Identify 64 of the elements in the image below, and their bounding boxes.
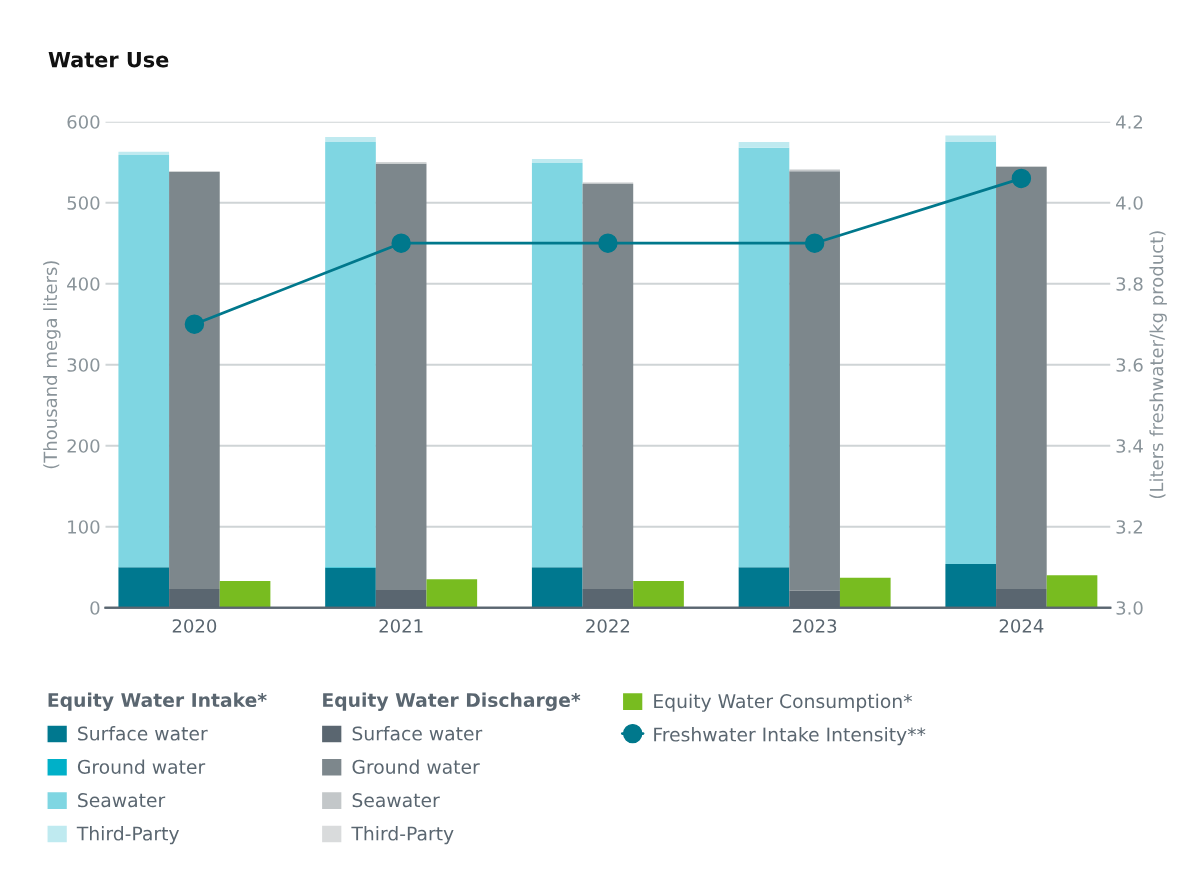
bar [531,163,583,568]
bar [789,171,840,591]
y-tick-label: 100 [68,520,100,534]
text: Equity Water Discharge* [323,692,581,711]
bar [325,568,376,608]
bar [945,135,997,142]
legend-label: Seawater [352,793,440,808]
bar [375,163,427,590]
y-tick-label: 0 [90,601,100,615]
y2-axis-title: (Liters freshwater/kg product) [1149,231,1167,499]
bar [219,580,271,608]
bar [118,567,170,608]
bar [426,579,478,608]
legend-label: Equity Water Consumption* [654,693,913,712]
legend-label: Surface water [352,726,483,741]
bar [945,141,997,564]
y-tick-label: 600 [67,115,100,129]
point [598,233,618,253]
x-tick-label: 2021 [379,619,423,633]
bar [996,167,1047,590]
legend-label: Surface water [78,726,208,741]
bar [118,151,170,155]
text: Equity Water Intake* [48,692,267,711]
legend-label: Ground water [352,759,480,774]
chart-title: Water Use [48,51,169,68]
y2-tick-label: 3.0 [1116,601,1143,615]
y-axis-title: (Thousand mega liters) [43,261,61,469]
bar [839,577,891,608]
bar [325,137,376,142]
y-tick-label: 200 [67,439,100,453]
bar [738,141,790,148]
bar [582,184,634,590]
x-tick-label: 2023 [792,619,837,633]
y-tick-label: 300 [67,358,100,372]
bar [738,567,790,608]
bar [118,154,170,568]
legend-label: Freshwater Intake Intensity** [654,727,926,746]
legend-label: Seawater [78,793,166,808]
point [804,233,825,253]
point [1011,168,1032,189]
point [391,233,411,253]
legend-label: Third-Party [76,826,179,845]
legend-label: Third-Party [351,826,454,845]
bar [738,147,790,568]
y2-tick-label: 4.0 [1116,196,1143,210]
y2-tick-label: 3.6 [1116,358,1143,372]
y-tick-label: 500 [67,196,100,210]
y-tick-label: 400 [67,277,100,291]
bar [633,580,684,608]
x-tick-label: 2020 [172,619,217,633]
x-tick-label: 2024 [999,619,1044,633]
bar [531,567,583,608]
y2-tick-label: 3.8 [1116,277,1143,291]
y2-tick-label: 4.2 [1116,115,1143,129]
legend-label: Ground water [77,759,206,774]
bar [531,158,583,164]
bar [1046,575,1098,608]
y2-tick-label: 3.4 [1116,439,1143,453]
y2-tick-label: 3.2 [1116,520,1143,534]
point [184,314,205,334]
bar [325,141,376,568]
bar [945,563,997,608]
x-tick-label: 2022 [586,619,630,633]
bar [169,171,220,590]
